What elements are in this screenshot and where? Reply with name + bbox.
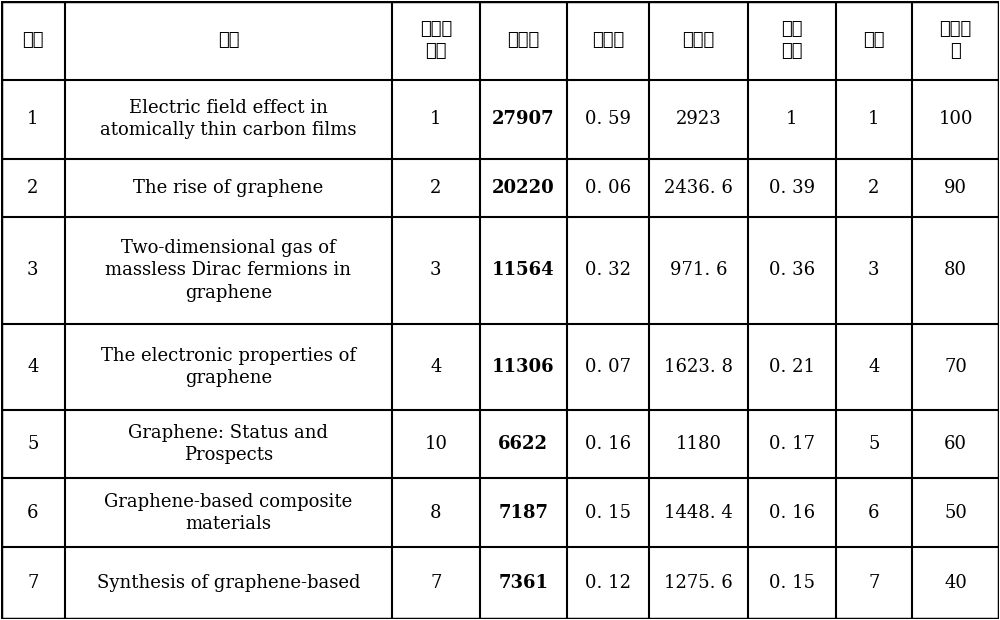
Text: 27907: 27907 [492,110,555,128]
Text: 1: 1 [868,110,879,128]
Text: 7: 7 [868,574,879,592]
Text: 0. 21: 0. 21 [769,358,815,376]
Text: 5: 5 [27,435,39,453]
Text: 2: 2 [27,179,39,197]
Text: 1: 1 [27,110,39,128]
Text: 20220: 20220 [492,179,555,197]
Text: 3: 3 [27,262,39,280]
Text: 序号: 序号 [22,31,44,49]
Text: 50: 50 [944,504,967,522]
Text: 5: 5 [868,435,879,453]
Text: 6: 6 [27,504,39,522]
Text: 1623. 8: 1623. 8 [664,358,733,376]
Text: 4: 4 [430,358,441,376]
Text: 40: 40 [944,574,967,592]
Text: 0. 36: 0. 36 [769,262,815,280]
Text: 8: 8 [430,504,442,522]
Text: 70: 70 [944,358,967,376]
Text: 11306: 11306 [492,358,555,376]
Text: 1: 1 [430,110,442,128]
Text: 7187: 7187 [498,504,548,522]
Text: 前沿性: 前沿性 [682,31,715,49]
Text: 2: 2 [868,179,879,197]
Text: Electric field effect in
atomically thin carbon films: Electric field effect in atomically thin… [100,99,357,140]
Text: The rise of graphene: The rise of graphene [133,179,324,197]
Text: 7361: 7361 [498,574,548,592]
Text: 0. 59: 0. 59 [585,110,631,128]
Text: 共被引: 共被引 [507,31,539,49]
Text: 4: 4 [27,358,39,376]
Text: 1: 1 [786,110,798,128]
Text: 0. 17: 0. 17 [769,435,815,453]
Text: 0. 15: 0. 15 [769,574,815,592]
Text: 4: 4 [868,358,879,376]
Text: 2923: 2923 [676,110,721,128]
Text: 90: 90 [944,179,967,197]
Text: 排名: 排名 [863,31,884,49]
Text: 10: 10 [424,435,447,453]
Text: 2: 2 [430,179,441,197]
Text: 1180: 1180 [676,435,722,453]
Text: 11564: 11564 [492,262,555,280]
Text: 0. 12: 0. 12 [585,574,631,592]
Text: 7: 7 [430,574,441,592]
Text: 中心性: 中心性 [592,31,624,49]
Text: Two-dimensional gas of
massless Dirac fermions in
graphene: Two-dimensional gas of massless Dirac fe… [105,239,351,302]
Text: 0. 15: 0. 15 [585,504,631,522]
Text: Graphene: Status and
Prospects: Graphene: Status and Prospects [128,424,328,464]
Text: 1448. 4: 1448. 4 [664,504,733,522]
Text: 标题: 标题 [218,31,239,49]
Text: 971. 6: 971. 6 [670,262,727,280]
Text: 100: 100 [938,110,973,128]
Text: The electronic properties of
graphene: The electronic properties of graphene [101,347,356,387]
Text: 6: 6 [868,504,879,522]
Text: 0. 32: 0. 32 [585,262,631,280]
Text: 80: 80 [944,262,967,280]
Text: 3: 3 [868,262,879,280]
Text: 6622: 6622 [498,435,548,453]
Text: 0. 16: 0. 16 [769,504,815,522]
Text: 共被引
排名: 共被引 排名 [420,20,452,60]
Text: Synthesis of graphene-based: Synthesis of graphene-based [97,574,360,592]
Text: Graphene-based composite
materials: Graphene-based composite materials [104,493,353,533]
Text: 前沿指
数: 前沿指 数 [939,20,972,60]
Text: 0. 16: 0. 16 [585,435,631,453]
Text: 60: 60 [944,435,967,453]
Text: 2436. 6: 2436. 6 [664,179,733,197]
Text: 综合
评价: 综合 评价 [781,20,803,60]
Text: 7: 7 [27,574,39,592]
Text: 0. 07: 0. 07 [585,358,631,376]
Text: 1275. 6: 1275. 6 [664,574,733,592]
Text: 0. 06: 0. 06 [585,179,631,197]
Text: 3: 3 [430,262,442,280]
Text: 0. 39: 0. 39 [769,179,815,197]
